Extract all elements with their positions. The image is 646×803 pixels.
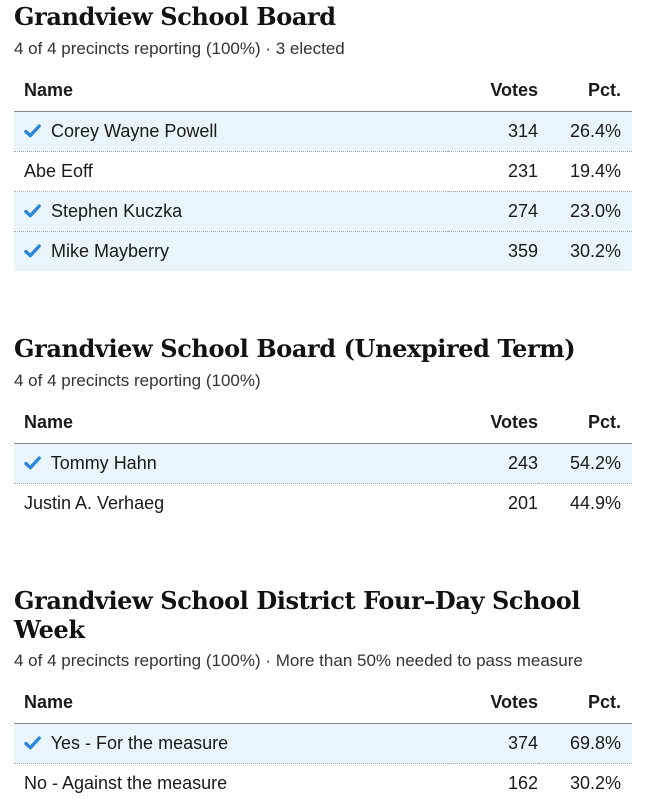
contest-section: Grandview School Board 4 of 4 precincts …: [14, 2, 632, 271]
winner-check-icon: [24, 121, 41, 142]
candidate-name: Yes - For the measure: [50, 733, 229, 754]
candidate-name: Justin A. Verhaeg: [24, 492, 165, 513]
column-header-name: Name: [14, 407, 448, 444]
contest-subtitle: 4 of 4 precincts reporting (100%) · 3 el…: [14, 38, 345, 58]
votes-value: 314: [507, 120, 538, 141]
pct-value: 54.2%: [569, 452, 621, 473]
winner-check-icon: [24, 201, 41, 222]
column-header-pct: Pct.: [538, 75, 632, 112]
results-table: Name Votes Pct. Yes - For the measure 37…: [14, 688, 632, 803]
winner-check-icon: [24, 241, 41, 262]
contest-title: Grandview School District Four–Day Schoo…: [14, 585, 581, 644]
column-header-votes: Votes: [448, 407, 538, 444]
results-table: Name Votes Pct. Tommy Hahn 243 54.2%: [14, 407, 632, 523]
votes-value: 243: [507, 452, 538, 473]
results-table-body: Yes - For the measure 374 69.8% No - Aga…: [14, 723, 632, 803]
column-header-name: Name: [14, 688, 448, 725]
candidate-name-cell: Justin A. Verhaeg: [14, 482, 448, 523]
votes-value: 374: [507, 733, 538, 754]
candidate-name-cell: Yes - For the measure: [14, 724, 448, 764]
candidate-name-cell: No - Against the measure: [14, 763, 448, 803]
results-table-body: Tommy Hahn 243 54.2% Justin A. Verhaeg 2…: [14, 443, 632, 523]
column-header-pct: Pct.: [538, 688, 632, 725]
votes-value: 162: [448, 763, 538, 803]
candidate-row: Abe Eoff 231 19.4%: [14, 150, 632, 192]
candidate-name-cell: Abe Eoff: [14, 150, 448, 192]
pct-value: 23.0%: [538, 190, 632, 232]
pct-value: 69.8%: [569, 733, 621, 754]
winner-check-icon: [24, 733, 41, 754]
pct-value: 19.4%: [538, 150, 632, 192]
candidate-name: No - Against the measure: [24, 773, 228, 794]
candidate-name: Mike Mayberry: [51, 240, 170, 261]
candidate-name: Abe Eoff: [24, 160, 93, 181]
contest-title: Grandview School Board (Unexpired Term): [14, 333, 576, 363]
column-header-votes: Votes: [448, 75, 538, 112]
candidate-row: Justin A. Verhaeg 201 44.9%: [14, 482, 632, 523]
contest-subtitle: 4 of 4 precincts reporting (100%) · More…: [14, 651, 583, 671]
candidate-row: Corey Wayne Powell 314 26.4%: [14, 111, 632, 152]
winner-check-icon: [24, 453, 41, 474]
candidate-row: Yes - For the measure 374 69.8%: [14, 723, 632, 764]
column-header-votes: Votes: [448, 688, 538, 725]
candidate-name-cell: Corey Wayne Powell: [14, 111, 448, 151]
candidate-name: Stephen Kuczka: [51, 200, 183, 221]
pct-value: 30.2%: [538, 763, 632, 803]
candidate-name-cell: Stephen Kuczka: [14, 190, 448, 232]
pct-value: 44.9%: [538, 482, 632, 523]
candidate-row: Stephen Kuczka 274 23.0%: [14, 190, 632, 232]
results-table-body: Corey Wayne Powell 314 26.4% Abe Eoff 23…: [14, 111, 632, 271]
table-header-row: Name Votes Pct.: [14, 75, 632, 112]
candidate-name-cell: Mike Mayberry: [14, 230, 448, 271]
candidate-row: Tommy Hahn 243 54.2%: [14, 443, 632, 484]
table-header-row: Name Votes Pct.: [14, 407, 632, 444]
column-header-name: Name: [14, 75, 448, 112]
contest-section: Grandview School District Four–Day Schoo…: [14, 585, 632, 803]
pct-value: 26.4%: [569, 120, 621, 141]
candidate-name-cell: Tommy Hahn: [14, 443, 448, 483]
table-header-row: Name Votes Pct.: [14, 688, 632, 725]
column-header-pct: Pct.: [538, 407, 632, 444]
candidate-row: No - Against the measure 162 30.2%: [14, 763, 632, 803]
contest-subtitle: 4 of 4 precincts reporting (100%): [14, 370, 261, 390]
candidate-name: Corey Wayne Powell: [51, 120, 218, 141]
results-table: Name Votes Pct. Corey Wayne Powell 314 2…: [14, 75, 632, 271]
contest-title: Grandview School Board: [14, 2, 336, 31]
votes-value: 274: [448, 190, 538, 232]
pct-value: 30.2%: [538, 230, 632, 271]
contest-section: Grandview School Board (Unexpired Term) …: [14, 333, 632, 523]
candidate-row: Mike Mayberry 359 30.2%: [14, 230, 632, 271]
candidate-name: Tommy Hahn: [50, 452, 157, 473]
election-results: Grandview School Board 4 of 4 precincts …: [14, 2, 632, 803]
votes-value: 231: [448, 150, 538, 192]
votes-value: 201: [448, 482, 538, 523]
votes-value: 359: [448, 230, 538, 271]
